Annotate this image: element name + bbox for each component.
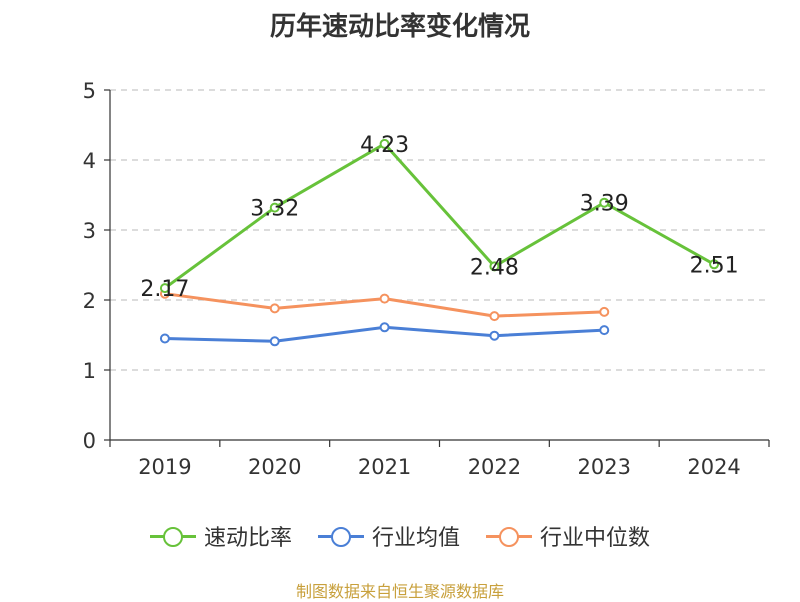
data-label: 2.51 — [690, 253, 739, 278]
y-tick-label: 2 — [83, 289, 96, 313]
x-tick-label: 2019 — [138, 455, 191, 479]
y-tick-label: 1 — [83, 359, 96, 383]
data-point — [269, 202, 280, 213]
x-tick-label: 2023 — [578, 455, 631, 479]
data-point — [269, 336, 280, 347]
legend-label: 速动比率 — [203, 526, 292, 551]
data-point — [379, 293, 390, 304]
data-label: 2.48 — [470, 255, 519, 280]
chart-title: 历年速动比率变化情况 — [269, 12, 530, 42]
x-tick-label: 2024 — [687, 455, 740, 479]
y-tick-label: 5 — [83, 79, 96, 103]
legend-label: 行业中位数 — [540, 526, 651, 551]
series-line — [164, 142, 715, 290]
legend-marker-icon — [149, 526, 196, 547]
data-label: 3.39 — [580, 192, 629, 217]
data-point — [599, 325, 610, 336]
legend-marker-icon — [317, 526, 364, 547]
legend-item-industry-median[interactable]: 行业中位数 — [486, 520, 650, 552]
legend-item-industry-mean[interactable]: 行业均值 — [317, 520, 460, 552]
legend-item-quick-ratio[interactable]: 速动比率 — [149, 520, 292, 552]
data-point — [489, 330, 500, 341]
data-label: 3.32 — [250, 197, 299, 222]
data-point — [159, 283, 170, 294]
data-point — [489, 311, 500, 322]
data-point — [269, 303, 280, 314]
data-point — [489, 261, 500, 272]
x-tick-label: 2021 — [358, 455, 411, 479]
data-point — [599, 197, 610, 208]
y-tick-label: 0 — [83, 429, 96, 453]
data-point — [379, 322, 390, 333]
y-tick-label: 3 — [83, 219, 96, 243]
x-tick-label: 2020 — [248, 455, 301, 479]
legend-marker-icon — [486, 526, 532, 547]
data-label: 4.23 — [360, 133, 409, 158]
data-label: 2.17 — [140, 277, 189, 302]
chart-legend: 速动比率 行业均值 行业中位数 — [0, 520, 800, 552]
data-point — [159, 333, 170, 344]
data-point — [379, 138, 390, 149]
data-source-note: 制图数据来自恒生聚源数据库 — [295, 582, 504, 601]
y-tick-label: 4 — [83, 149, 96, 173]
x-tick-label: 2022 — [468, 455, 521, 479]
data-point — [599, 306, 610, 317]
legend-label: 行业均值 — [371, 526, 460, 551]
data-point — [709, 259, 720, 270]
